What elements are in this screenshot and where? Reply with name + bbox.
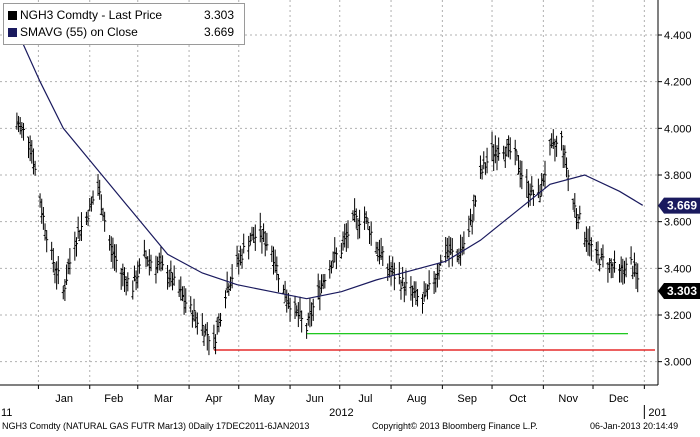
x-tick-label: Jul (358, 393, 372, 405)
x-tick-label: Feb (104, 393, 123, 405)
y-tick-label: 3.000 (664, 357, 692, 369)
legend-swatch-sma (8, 28, 17, 37)
legend: NGH3 Comdty - Last Price 3.303 SMAVG (55)… (3, 3, 245, 45)
x-tick-label: Apr (205, 393, 222, 405)
sma-tag-label: 3.669 (667, 199, 697, 213)
footer-copyright: Copyright© 2013 Bloomberg Finance L.P. (372, 421, 538, 431)
sma-tag-box (658, 197, 700, 214)
y-tick-label: 3.600 (664, 217, 692, 229)
legend-item-price: NGH3 Comdty - Last Price 3.303 (8, 7, 234, 23)
x-tick-label: Dec (609, 393, 629, 405)
y-tick-label: 4.000 (664, 123, 692, 135)
x-tick-label: Oct (509, 393, 526, 405)
footer-security-info: NGH3 Comdty (NATURAL GAS FUTR Mar13) 0Da… (2, 421, 310, 431)
legend-sma-label: SMAVG (55) on Close (20, 25, 138, 39)
last-price-tag-box (658, 282, 700, 299)
legend-price-label: NGH3 Comdty - Last Price (20, 8, 163, 22)
x-year-label: 201 (648, 407, 666, 419)
legend-sma-value: 3.669 (204, 25, 235, 39)
footer-timestamp: 06-Jan-2013 20:14:49 (590, 421, 679, 431)
x-year-label: 2012 (329, 407, 353, 419)
x-tick-label: Mar (154, 393, 173, 405)
y-tick-label: 3.800 (664, 170, 692, 182)
x-axis: Jan Feb Mar Apr May Jun Jul Aug Sep Oct Nov Dec 11 20… (0, 384, 667, 419)
y-tick-label: 4.400 (664, 30, 692, 42)
sma-series-line (16, 30, 644, 300)
y-tick-label: 3.400 (664, 263, 692, 275)
y-tick-label: 4.200 (664, 77, 692, 89)
x-tick-label: May (254, 393, 275, 405)
x-tick-label: Aug (407, 393, 427, 405)
x-year-label: 11 (1, 407, 12, 419)
x-tick-label: Jun (306, 393, 324, 405)
price-series (15, 112, 640, 356)
horizontal-levels (213, 333, 655, 351)
x-tick-label: Sep (457, 393, 477, 405)
value-tags: 3.669 3.303 (658, 197, 700, 299)
legend-item-sma: SMAVG (55) on Close 3.669 (8, 24, 234, 40)
last-price-tag-label: 3.303 (667, 284, 697, 298)
y-axis: 3.000 3.200 3.400 3.600 3.800 4.000 4.200 4.400 (657, 0, 692, 385)
x-tick-label: Nov (558, 393, 578, 405)
legend-swatch-price (8, 11, 17, 20)
y-tick-label: 3.200 (664, 310, 692, 322)
x-tick-label: Jan (55, 393, 73, 405)
plot-background (0, 0, 658, 385)
legend-price-value: 3.303 (204, 8, 235, 22)
